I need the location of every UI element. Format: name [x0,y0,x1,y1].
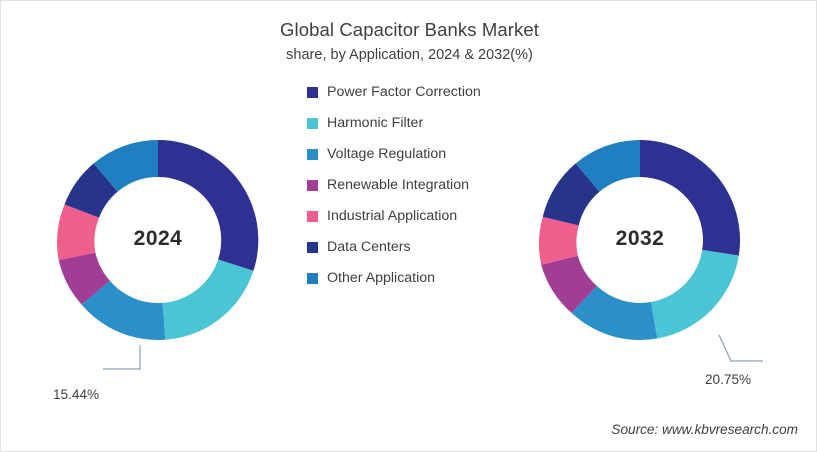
legend-label: Industrial Application [327,208,458,224]
slice-data-centers [64,163,118,218]
page-subtitle: share, by Application, 2024 & 2032(%) [286,47,533,63]
legend: Power Factor Correction Harmonic Filter … [307,83,517,300]
slice-data-centers [542,163,600,226]
donut-svg-2032 [538,140,741,341]
legend-swatch-voltage-regulation [307,149,318,160]
legend-item: Harmonic Filter [307,114,517,136]
legend-label: Voltage Regulation [327,146,447,162]
source-label: Source: www.kbvresearch.com [611,422,798,437]
legend-item: Voltage Regulation [307,145,517,167]
legend-label: Power Factor Correction [327,84,481,100]
legend-item: Industrial Application [307,207,517,229]
legend-swatch-renewable-integration [307,180,318,191]
slice-other-application [93,140,158,192]
legend-swatch-data-centers [307,242,318,253]
callout-leader-2032 [718,334,763,362]
callout-label-2024: 15.44% [53,387,100,402]
callout-leader-2024 [103,345,141,370]
donut-center-label-2032: 2032 [615,227,665,250]
legend-label: Data Centers [327,239,411,255]
donut-center-label-2024: 2024 [133,227,183,250]
legend-swatch-power-factor-correction [307,87,318,98]
legend-swatch-harmonic-filter [307,118,318,129]
slice-harmonic-filter [650,249,739,339]
slice-voltage-regulation [571,285,658,341]
slice-renewable-integration [541,255,597,313]
legend-label: Renewable Integration [327,177,469,193]
callout-label-2032: 20.75% [705,372,752,387]
legend-item: Data Centers [307,238,517,260]
legend-item: Power Factor Correction [307,83,517,105]
donut-svg-2024 [57,139,259,341]
donut-chart-2032: 2032 [531,131,749,349]
slice-industrial-application [538,216,579,265]
slice-harmonic-filter [162,259,254,340]
legend-item: Other Application [307,269,517,291]
slice-power-factor-correction [158,139,259,271]
page-title: Global Capacitor Banks Market [280,19,539,40]
slice-voltage-regulation [81,280,166,341]
slice-renewable-integration [58,252,110,305]
slice-other-application [575,140,640,192]
legend-label: Other Application [327,270,436,286]
legend-swatch-industrial-application [307,211,318,222]
legend-item: Renewable Integration [307,176,517,198]
legend-swatch-other-application [307,273,318,284]
slice-power-factor-correction [640,140,741,256]
legend-label: Harmonic Filter [327,115,424,131]
slice-industrial-application [57,204,100,261]
donut-chart-2024: 2024 [49,131,267,349]
